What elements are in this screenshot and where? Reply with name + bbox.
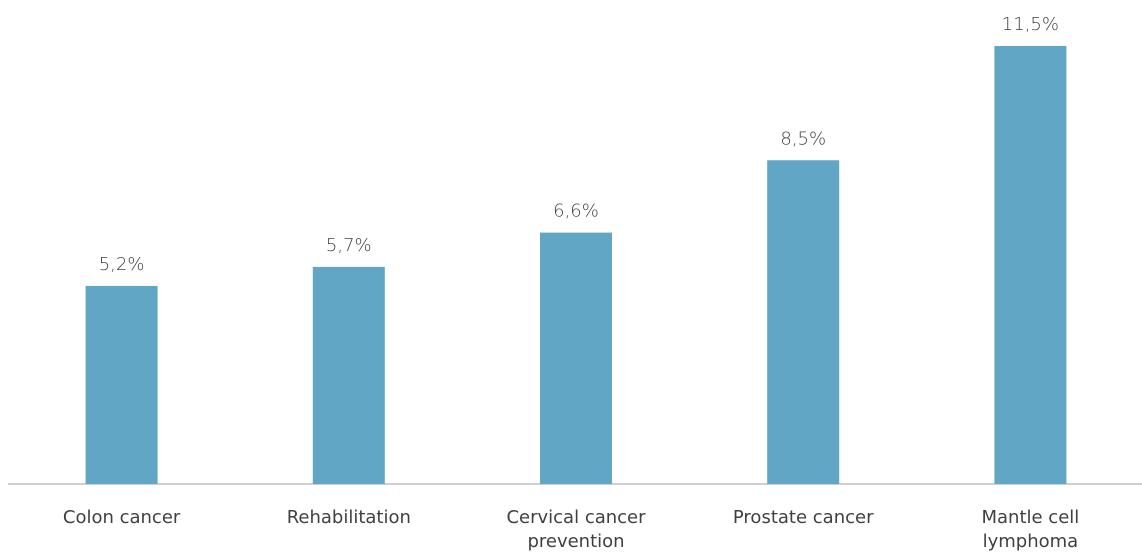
bar [540,232,612,484]
bar [312,266,385,484]
bar [767,160,840,484]
x-tick-label: Mantle cell lymphoma [981,507,1080,552]
x-tick-label: Cervical cancer prevention [506,507,646,552]
value-label: 5,7% [326,235,372,256]
value-label: 11,5% [1002,14,1059,35]
value-label: 6,6% [553,201,599,222]
value-label: 5,2% [99,254,145,275]
bar [994,46,1067,484]
x-tick-label: Prostate cancer [732,507,874,528]
value-label: 8,5% [780,128,826,149]
x-tick-label: Colon cancer [62,507,181,528]
x-tick-label: Rehabilitation [286,507,411,528]
bar [85,285,158,484]
